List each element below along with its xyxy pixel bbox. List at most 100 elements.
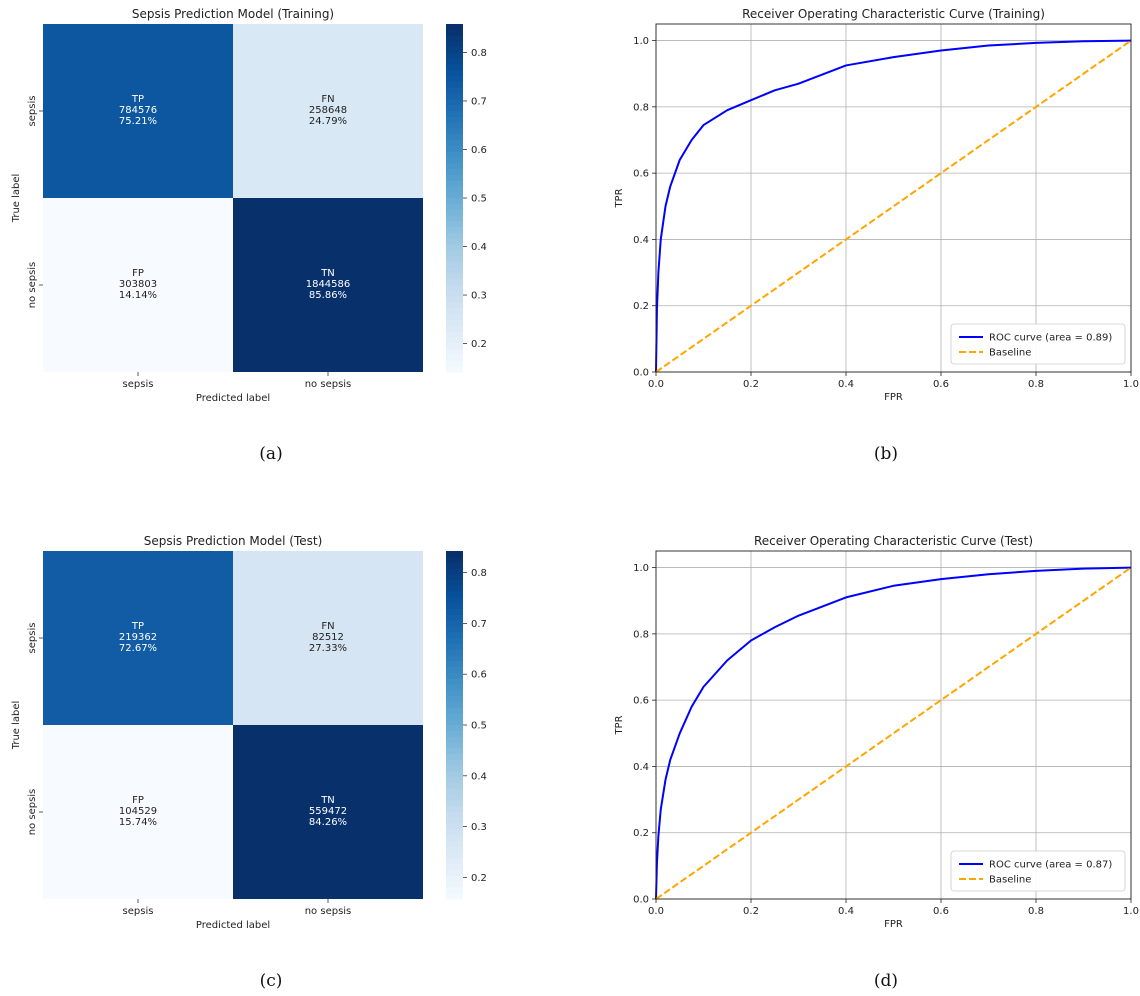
y-tick-label: 0.0 [633, 368, 649, 379]
heatmap-cell-percent: 15.74% [119, 817, 157, 828]
colorbar-segment [446, 203, 463, 211]
x-axis-label: Predicted label [196, 920, 270, 931]
y-tick-label: 0.8 [633, 629, 649, 640]
colorbar-segment [446, 58, 463, 66]
colorbar-segment [446, 614, 463, 622]
colorbar-segment [446, 215, 463, 222]
colorbar-segment [446, 858, 463, 865]
legend-box [950, 850, 1126, 892]
colorbar-segment [446, 719, 463, 726]
x-tick-label: 0.4 [838, 379, 854, 390]
colorbar-segment [446, 777, 463, 784]
colorbar-segment [446, 35, 463, 42]
colorbar-segment [446, 603, 463, 610]
colorbar-segment [446, 620, 463, 627]
colorbar-segment [446, 672, 463, 680]
colorbar-segment [446, 244, 463, 251]
x-tick-label: 1.0 [1123, 379, 1139, 390]
x-tick-label: sepsis [123, 379, 154, 390]
colorbar-segment [446, 649, 463, 656]
colorbar-segment [446, 325, 463, 332]
colorbar-segment [446, 232, 463, 240]
colorbar-segment [446, 626, 463, 633]
heatmap-cell-label: FN [321, 621, 334, 632]
colorbar-segment [446, 99, 463, 106]
colorbar-tick-label: 0.6 [471, 670, 487, 681]
colorbar-segment [446, 864, 463, 871]
x-tick-label: 0.8 [1028, 379, 1044, 390]
colorbar-segment [446, 76, 463, 83]
x-tick-label: 0.0 [648, 906, 664, 917]
colorbar-segment [446, 887, 463, 894]
colorbar-segment [446, 661, 463, 668]
x-axis-label: Predicted label [196, 393, 270, 404]
colorbar-segment [446, 128, 463, 135]
legend-entry: ROC curve (area = 0.89) [989, 333, 1112, 344]
colorbar-tick-label: 0.6 [471, 145, 487, 156]
y-tick-label: 0.4 [633, 762, 649, 773]
x-axis-label: FPR [884, 392, 903, 403]
heatmap-cell-label: TN [320, 795, 335, 806]
heatmap-cell [43, 551, 233, 725]
y-tick-label: 0.8 [633, 102, 649, 113]
colorbar-segment [446, 684, 463, 691]
colorbar-segment [446, 256, 463, 263]
colorbar-segment [446, 122, 463, 129]
colorbar-tick-label: 0.7 [471, 619, 487, 630]
colorbar-segment [446, 690, 463, 697]
y-tick-label: 0.2 [633, 828, 649, 839]
colorbar-segment [446, 551, 463, 558]
colorbar-segment [446, 696, 463, 703]
heatmap-cell-count: 1844586 [306, 279, 351, 290]
heatmap-title: Sepsis Prediction Model (Test) [144, 534, 323, 548]
heatmap-cell-label: FP [132, 268, 144, 279]
colorbar-segment [446, 157, 463, 164]
heatmap-cell-count: 784576 [119, 105, 157, 116]
colorbar-segment [446, 348, 463, 356]
heatmap-title: Sepsis Prediction Model (Training) [132, 7, 334, 21]
heatmap-cell-percent: 84.26% [309, 817, 347, 828]
colorbar-segment [446, 337, 463, 344]
colorbar-segment [446, 748, 463, 755]
x-tick-label: 0.0 [648, 379, 664, 390]
colorbar-tick-label: 0.5 [471, 721, 487, 732]
x-tick-label: 0.2 [743, 379, 759, 390]
heatmap-cell-count: 559472 [309, 806, 347, 817]
colorbar-segment [446, 70, 463, 77]
legend-entry: ROC curve (area = 0.87) [989, 860, 1112, 871]
heatmap-cell-count: 219362 [119, 632, 157, 643]
heatmap-cell-count: 303803 [119, 279, 157, 290]
colorbar-segment [446, 765, 463, 772]
heatmap-cell [233, 551, 423, 725]
colorbar-segment [446, 556, 463, 564]
y-tick-label: no sepsis [27, 262, 38, 309]
colorbar-segment [446, 174, 463, 182]
x-tick-label: no sepsis [305, 906, 352, 917]
x-tick-label: 1.0 [1123, 906, 1139, 917]
y-tick-label: 0.4 [633, 235, 649, 246]
y-tick-label: 1.0 [633, 563, 649, 574]
colorbar-segment [446, 209, 463, 216]
caption-a: (a) [259, 444, 282, 464]
colorbar-segment [446, 163, 463, 170]
y-tick-label: 1.0 [633, 36, 649, 47]
colorbar-segment [446, 145, 463, 153]
colorbar-segment [446, 29, 463, 37]
colorbar-segment [446, 319, 463, 327]
colorbar-segment [446, 609, 463, 616]
colorbar-segment [446, 655, 463, 662]
colorbar-segment [446, 64, 463, 71]
colorbar-segment [446, 47, 463, 54]
colorbar-segment [446, 331, 463, 338]
y-tick-label: no sepsis [27, 789, 38, 836]
legend-entry: Baseline [989, 348, 1031, 359]
y-tick-label: 0.6 [633, 696, 649, 707]
colorbar-segment [446, 632, 463, 639]
heatmap-cell-count: 82512 [312, 632, 344, 643]
colorbar-tick-label: 0.8 [471, 568, 487, 579]
roc-curve-line [655, 39, 1132, 373]
roc-title: Receiver Operating Characteristic Curve … [754, 534, 1033, 548]
colorbar-segment [446, 93, 463, 100]
colorbar-segment [446, 812, 463, 819]
